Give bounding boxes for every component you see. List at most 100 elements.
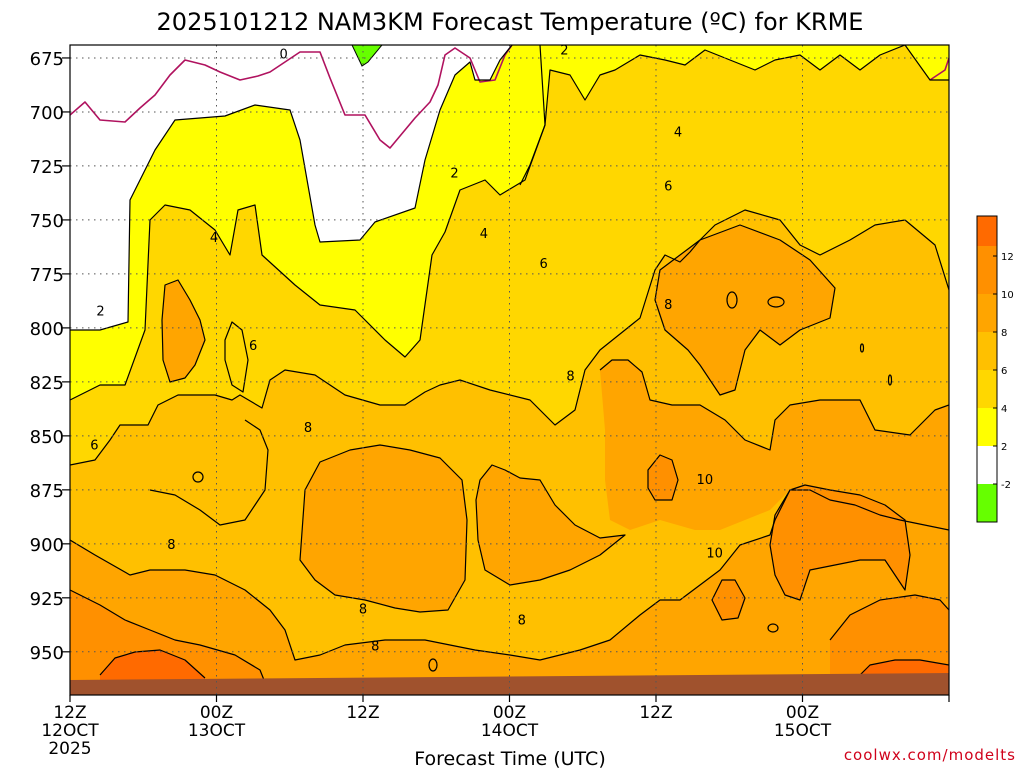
x-tick-label-24-0: 12Z <box>346 703 379 723</box>
band-minus2 <box>351 45 383 67</box>
contour-label-13: 8 <box>566 369 574 384</box>
contour-blob-2 <box>767 296 785 308</box>
contour-labels: 0 2 2 2 4 4 4 6 6 6 6 8 8 8 8 8 8 8 10 10 <box>90 43 723 654</box>
colorbar-box-0 <box>977 446 997 484</box>
colorbar-box-4 <box>977 370 997 408</box>
y-tick-label-800: 800 <box>30 319 64 340</box>
temperature-field: 0 2 2 2 4 4 4 6 6 6 6 8 8 8 8 8 8 8 10 10 <box>70 43 949 695</box>
colorbar-box-10 <box>977 246 997 294</box>
region-8-center <box>300 445 467 612</box>
region-8-west <box>162 280 205 382</box>
contour-blob-7 <box>428 658 438 672</box>
contour-0 <box>70 45 513 149</box>
contour-label-2: 2 <box>450 166 458 181</box>
contour-8-east <box>599 359 949 451</box>
y-tick-label-925: 925 <box>30 589 64 610</box>
x-tick-label-36-0: 00Z <box>493 703 526 723</box>
region-10-small-2 <box>712 580 745 620</box>
contour-10-small <box>647 454 679 501</box>
y-tick-label-725: 725 <box>30 157 64 178</box>
colorbar-label-4: 4 <box>1001 404 1007 415</box>
contour-blob-1 <box>726 291 738 309</box>
y-tick-label-750: 750 <box>30 211 64 232</box>
credit-text: coolwx.com/modelts <box>844 746 1016 764</box>
ground <box>70 673 949 695</box>
colorbar-label-10: 10 <box>1001 290 1014 301</box>
y-axis: 675 700 725 750 775 800 825 850 875 900 925 950 <box>30 49 70 664</box>
y-tick-label-900: 900 <box>30 535 64 556</box>
contour-label-19: 10 <box>706 546 723 561</box>
colorbar-label-8: 8 <box>1001 328 1007 339</box>
x-axis-label: Forecast Time (UTC) <box>414 748 605 768</box>
y-tick-label-850: 850 <box>30 427 64 448</box>
x-tick-label-48-0: 12Z <box>639 703 672 723</box>
colorbar: 12 10 8 6 4 2 -2 <box>976 215 1014 523</box>
contour-label-16: 8 <box>371 639 379 654</box>
contour-10 <box>70 589 271 695</box>
contour-label-17: 8 <box>518 613 526 628</box>
contour-8-center <box>299 444 468 613</box>
y-tick-label-875: 875 <box>30 481 64 502</box>
grid-lines <box>70 45 949 695</box>
region-10-east <box>770 485 910 600</box>
contour-label-8: 6 <box>540 257 548 272</box>
colorbar-frame <box>976 215 998 523</box>
y-tick-label-700: 700 <box>30 103 64 124</box>
y-tick-label-950: 950 <box>30 643 64 664</box>
contour-4 <box>70 45 949 401</box>
colorbar-box-6 <box>977 332 997 370</box>
contour-label-14: 8 <box>664 298 672 313</box>
contour-label-1: 2 <box>560 43 568 58</box>
contour-10-southeast <box>829 594 949 641</box>
x-tick-label-36-1: 14OCT <box>481 721 539 741</box>
x-tick-label-12-1: 13OCT <box>188 721 246 741</box>
contour-label-3: 2 <box>96 305 104 320</box>
contour-label-0: 0 <box>280 48 288 63</box>
contour-blob-4 <box>859 343 865 353</box>
colorbar-box-8 <box>977 294 997 332</box>
y-tick-label-775: 775 <box>30 265 64 286</box>
contour-label-6: 4 <box>674 125 682 140</box>
contour-blob-6 <box>192 471 204 483</box>
contour-label-4: 4 <box>210 231 218 246</box>
region-8-northeast <box>655 225 835 395</box>
band-8 <box>70 490 949 695</box>
x-tick-label-12-0: 00Z <box>200 703 233 723</box>
x-tick-label-0-0: 12Z <box>53 703 86 723</box>
contour-label-7: 6 <box>664 179 672 194</box>
contour-12-west <box>99 649 206 679</box>
colorbar-box-12 <box>977 216 997 246</box>
x-tick-label-0-1: 12OCT <box>41 721 99 741</box>
colorbar-box-2 <box>977 408 997 446</box>
contour-8-west <box>161 279 206 383</box>
contour-label-11: 8 <box>304 421 312 436</box>
contour-4b <box>224 321 249 393</box>
contour-6 <box>70 209 949 466</box>
x-tick-label-60-1: 15OCT <box>774 721 832 741</box>
colorbar-label-2: 2 <box>1001 442 1007 453</box>
contour-label-10: 6 <box>90 439 98 454</box>
x-tick-label-60-0: 00Z <box>786 703 819 723</box>
contour-8 <box>70 489 949 661</box>
contour-blob-5 <box>887 374 893 386</box>
contour-8-northeast <box>654 224 836 396</box>
contour-12-east <box>854 659 949 681</box>
y-tick-label-675: 675 <box>30 49 64 70</box>
colorbar-label-6: 6 <box>1001 366 1007 377</box>
region-8-middle <box>476 465 625 585</box>
chart-title: 2025101212 NAM3KM Forecast Temperature (… <box>157 8 864 36</box>
contour-10-small-2 <box>711 579 746 621</box>
contour-label-15: 8 <box>359 603 367 618</box>
contour-0b <box>929 57 949 81</box>
contour-blob-3 <box>767 623 779 633</box>
colorbar-label-12: 12 <box>1001 252 1014 263</box>
contour-8-middle <box>475 464 626 586</box>
region-8-east <box>600 360 949 530</box>
contour-label-9: 6 <box>249 339 257 354</box>
colorbar-box--2 <box>977 484 997 522</box>
contour-6b <box>149 419 269 526</box>
colorbar-label--2: -2 <box>1001 480 1011 491</box>
contour-10-east <box>769 484 911 601</box>
